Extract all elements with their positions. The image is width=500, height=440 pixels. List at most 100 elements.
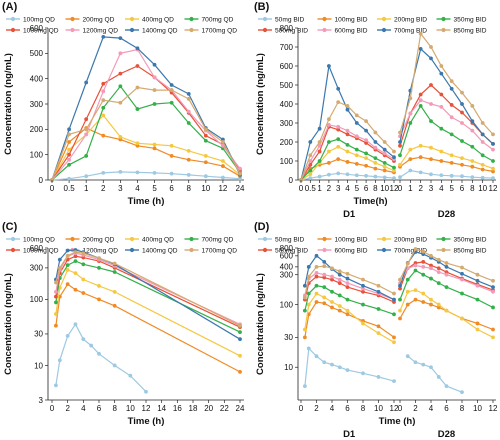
y-tick-label: 10 (284, 363, 293, 372)
series-7-d1-point (392, 149, 396, 154)
series-3-d1-point (364, 151, 368, 156)
x-tick-label: 12 (218, 184, 227, 193)
series-0-point (57, 358, 62, 363)
series-0-d28-point (421, 362, 426, 367)
x-tick-label: 5 (449, 184, 454, 193)
y-tick-label: 500 (30, 49, 44, 58)
series-3-d28-point (460, 291, 464, 296)
series-7-d28-point (413, 247, 418, 251)
series-2-d1-line (304, 292, 395, 343)
series-6-d1-point (337, 272, 342, 277)
x-tick-label: 1 (84, 184, 89, 193)
series-0-point (152, 171, 157, 175)
x-tick-label: 2 (418, 184, 423, 193)
x-tick-label: 18 (189, 404, 198, 413)
series-2-d1-point (327, 149, 331, 154)
series-5-d1-point (336, 124, 341, 129)
legend-label: 600mg BID (335, 27, 368, 34)
series-0-d28-point (480, 175, 485, 180)
series-7-point (118, 100, 123, 105)
x-tick-label: 2 (413, 404, 418, 413)
series-3-d1-point (330, 289, 334, 294)
legend-label: 1700mg QD (202, 247, 238, 254)
series-5-d1-point (337, 277, 342, 282)
series-2-d1-point (337, 304, 342, 308)
legend-swatch-marker (322, 247, 327, 253)
x-tick-label: 6 (444, 404, 449, 413)
series-2-d1-point (302, 327, 307, 332)
x-tick-label: 1 (317, 184, 322, 193)
series-6-d28-point (480, 132, 485, 137)
x-tick-label: 0.5 (305, 184, 317, 193)
series-6-point (238, 337, 242, 342)
series-5-d1-point (327, 123, 331, 127)
series-7-d1-point (314, 264, 319, 269)
x-tick-label: 1 (408, 184, 413, 193)
series-2-d1-point (314, 291, 319, 296)
series-2-point (65, 267, 70, 272)
series-1-d28-point (429, 302, 433, 307)
series-3-d28-point (418, 104, 423, 108)
series-7-d1-point (376, 283, 381, 288)
series-6-d1-point (308, 140, 313, 144)
series-6-d1-point (392, 297, 396, 302)
series-1-d28-point (405, 302, 410, 307)
y-tick-label: 600 (280, 62, 294, 71)
x-tick-label: 5 (152, 184, 157, 193)
x-tick-label: 10 (473, 404, 482, 413)
series-1-d28-point (475, 321, 480, 326)
series-5-d28-point (429, 266, 433, 271)
series-7-d1-point (322, 264, 327, 269)
x-axis-title: Time (h) (128, 416, 165, 427)
panel-label: (D) (254, 221, 270, 233)
series-4-d28-point (398, 286, 402, 291)
y-tick-label: 700 (280, 43, 294, 52)
series-3-point (73, 259, 78, 264)
series-4-point (135, 64, 140, 68)
legend-swatch-marker (262, 27, 268, 33)
y-tick-label: 200 (30, 125, 44, 134)
series-0-d1-point (345, 172, 350, 177)
legend-0: 100mg QD 200mg QD 400mg QD 700mg QD 1000mg Q… (6, 16, 237, 34)
series-3-line (55, 260, 241, 333)
series-6-d1-point (382, 147, 387, 152)
series-5-d28-point (460, 121, 464, 125)
series-1-d28-point (460, 162, 464, 167)
series-6-d28-point (475, 278, 480, 283)
series-4-d28-point (418, 92, 423, 97)
series-3-d1-point (376, 307, 381, 311)
legend-label: 600mg BID (335, 247, 368, 254)
series-0-d1-line (304, 347, 395, 387)
series-0-d28-point (408, 168, 413, 173)
series-1-d28-point (491, 169, 495, 174)
series-1-point (97, 297, 101, 302)
series-4-line (51, 65, 241, 181)
series-7-d28-point (491, 278, 495, 283)
series-3-point (169, 100, 174, 105)
series-6-d28-point (460, 102, 464, 106)
series-6-d1-point (364, 128, 368, 133)
series-4-point (101, 81, 106, 86)
legend-2: 100mg QD 200mg QD 400mg QD 700mg QD 1000mg Q… (6, 236, 237, 254)
series-7-point (73, 250, 78, 255)
legend-label: 50mg BID (275, 16, 305, 23)
legend-swatch-marker (441, 27, 446, 33)
series-6-point (101, 34, 106, 39)
series-3-d28-point (429, 119, 433, 123)
legend-swatch-marker (441, 247, 446, 253)
legend-swatch-marker (262, 236, 268, 242)
series-7-d1-point (336, 100, 341, 104)
series-2-d1-point (306, 302, 311, 307)
series-7-d28-point (480, 121, 485, 125)
series-7-d28-point (460, 265, 464, 270)
legend-label: 700mg BID (394, 247, 427, 254)
series-1-d28-point (439, 159, 444, 163)
series-0-point (169, 171, 174, 176)
series-7-point (238, 323, 242, 328)
series-3-d28-point (421, 272, 426, 277)
series-0-d1-point (392, 379, 396, 384)
series-2-d28-point (439, 149, 444, 154)
series-3-d28-point (491, 305, 495, 310)
series-1-d1-point (337, 308, 342, 313)
